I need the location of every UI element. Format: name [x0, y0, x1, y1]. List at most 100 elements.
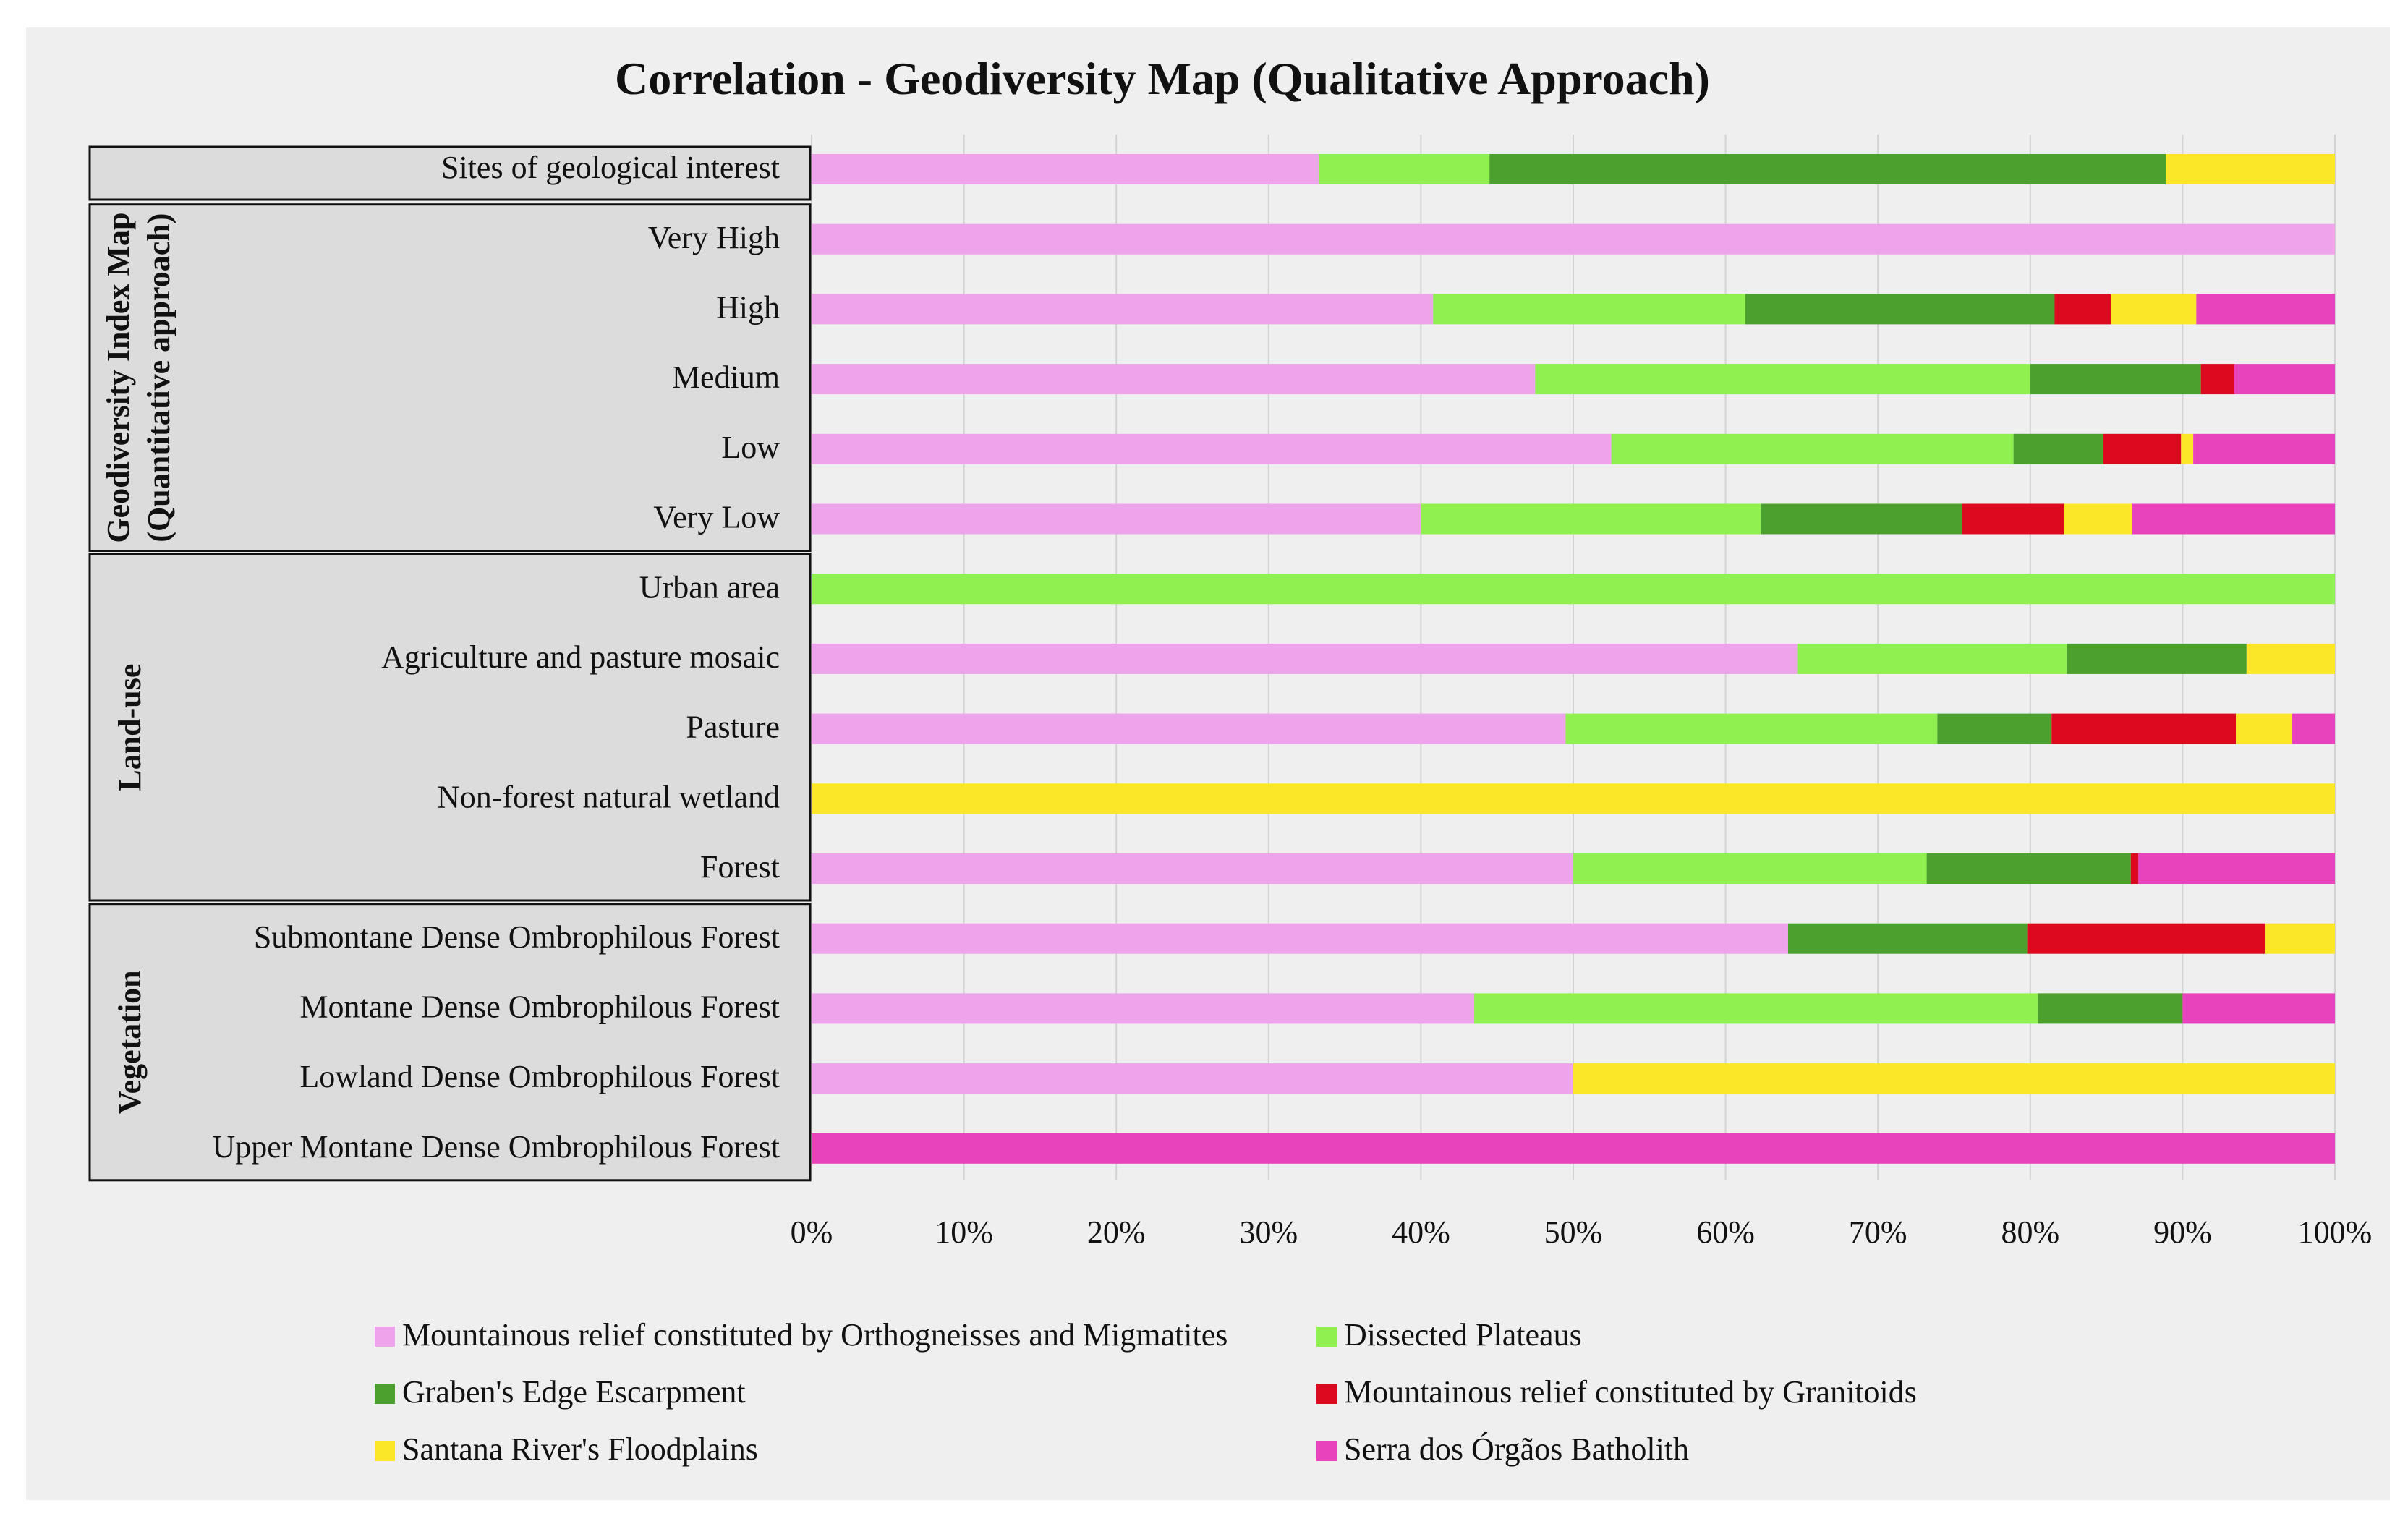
- x-tick-label: 0%: [791, 1214, 833, 1250]
- bar-segment: [2051, 713, 2237, 744]
- chart-title: Correlation - Geodiversity Map (Qualitat…: [615, 53, 1710, 104]
- x-tick-label: 50%: [1544, 1214, 1603, 1250]
- bar-segment: [812, 154, 1319, 184]
- category-label: Very High: [648, 220, 780, 255]
- bar-segment: [2111, 294, 2197, 325]
- bar-segment: [1573, 1063, 2335, 1094]
- bar-segment: [1319, 154, 1490, 184]
- x-tick-label: 60%: [1696, 1214, 1755, 1250]
- category-label: Very Low: [653, 500, 780, 535]
- bar-segment: [1926, 853, 2131, 884]
- bar-segment: [2196, 294, 2335, 325]
- bar-segment: [812, 713, 1566, 744]
- bar-segment: [2236, 713, 2293, 744]
- bar-segment: [2030, 364, 2201, 395]
- bar-segment: [812, 294, 1434, 325]
- x-tick-label: 90%: [2153, 1214, 2212, 1250]
- category-label: Urban area: [639, 569, 780, 605]
- bar-segment: [1962, 503, 2064, 535]
- bar-segment: [2193, 433, 2335, 464]
- bar-segment: [812, 1063, 1573, 1094]
- category-label: Sites of geological interest: [441, 150, 780, 185]
- x-tick-label: 20%: [1087, 1214, 1146, 1250]
- bar-segment: [2265, 923, 2335, 954]
- bars: [812, 154, 2335, 1164]
- legend-label: Mountainous relief constituted by Orthog…: [402, 1317, 1228, 1353]
- bar-segment: [2132, 503, 2335, 535]
- legend-swatch: [1316, 1384, 1337, 1404]
- bar-segment: [812, 643, 1798, 674]
- bar-segment: [2067, 643, 2247, 674]
- legend-swatch: [375, 1384, 395, 1404]
- category-group-box: [88, 553, 812, 902]
- bar-segment: [2013, 433, 2103, 464]
- x-tick-label: 30%: [1239, 1214, 1298, 1250]
- legend: Mountainous relief constituted by Orthog…: [375, 1317, 1917, 1467]
- category-group-box: [88, 203, 812, 552]
- category-group-label: Land-use: [112, 664, 148, 791]
- bar-segment: [2064, 503, 2132, 535]
- bar-segment: [1761, 503, 1962, 535]
- category-label: Medium: [672, 359, 780, 395]
- bar-segment: [1535, 364, 2030, 395]
- x-tick-label: 80%: [2001, 1214, 2059, 1250]
- category-group-label: Geodiversity Index Map: [101, 213, 136, 543]
- bar-segment: [812, 503, 1421, 535]
- category-label: Forest: [700, 849, 780, 885]
- bar-segment: [1474, 993, 2038, 1024]
- category-label: Pasture: [686, 710, 780, 745]
- category-label: Agriculture and pasture mosaic: [381, 639, 780, 675]
- category-group-box: [88, 903, 812, 1182]
- bar-segment: [1421, 503, 1761, 535]
- bar-segment: [1787, 923, 2028, 954]
- category-label: Upper Montane Dense Ombrophilous Forest: [212, 1129, 780, 1165]
- category-group-label-line2: (Quantitative approach): [141, 213, 176, 542]
- bar-segment: [1745, 294, 2055, 325]
- legend-swatch: [375, 1327, 395, 1347]
- legend-swatch: [375, 1441, 395, 1461]
- bar-segment: [1797, 643, 2067, 674]
- bar-segment: [1565, 713, 1938, 744]
- bar-segment: [812, 364, 1536, 395]
- bar-segment: [2027, 923, 2266, 954]
- bar-segment: [2103, 433, 2182, 464]
- bar-segment: [2130, 853, 2139, 884]
- x-tick-label: 40%: [1392, 1214, 1450, 1250]
- legend-label: Mountainous relief constituted by Granit…: [1344, 1374, 1917, 1410]
- bar-segment: [812, 853, 1573, 884]
- bar-segment: [812, 923, 1788, 954]
- bar-segment: [2182, 993, 2335, 1024]
- category-group-label: Vegetation: [112, 970, 148, 1114]
- bar-segment: [2292, 713, 2335, 744]
- bar-segment: [1611, 433, 2014, 464]
- legend-swatch: [1316, 1327, 1337, 1347]
- x-tick-label: 70%: [1849, 1214, 1907, 1250]
- category-label: Low: [721, 430, 780, 465]
- bar-segment: [2166, 154, 2335, 184]
- x-axis-ticks: 0% 10% 20% 30% 40% 50% 60% 70% 80% 90% 100%: [791, 1214, 2373, 1250]
- legend-label: Serra dos Órgãos Batholith: [1344, 1431, 1689, 1467]
- category-group-box: [88, 145, 812, 201]
- bar-segment: [812, 223, 2335, 255]
- bar-segment: [812, 574, 2335, 605]
- legend-swatch: [1316, 1441, 1337, 1461]
- x-tick-label: 100%: [2298, 1214, 2373, 1250]
- x-tick-label: 10%: [935, 1214, 993, 1250]
- legend-label: Santana River's Floodplains: [402, 1431, 758, 1467]
- bar-segment: [1573, 853, 1927, 884]
- bar-segment: [2246, 643, 2335, 674]
- bar-segment: [812, 993, 1475, 1024]
- bar-segment: [1433, 294, 1745, 325]
- legend-label: Graben's Edge Escarpment: [402, 1374, 746, 1410]
- category-groups: Geodiversity Index Map (Quantitative appr…: [88, 145, 812, 1182]
- bar-segment: [812, 433, 1612, 464]
- bar-segment: [812, 783, 2335, 814]
- bar-segment: [2234, 364, 2335, 395]
- bar-segment: [1937, 713, 2052, 744]
- bar-segment: [2054, 294, 2111, 325]
- bar-segment: [2138, 853, 2335, 884]
- category-label: Montane Dense Ombrophilous Forest: [299, 989, 780, 1024]
- bar-segment: [2181, 433, 2194, 464]
- category-label: Non-forest natural wetland: [437, 779, 780, 814]
